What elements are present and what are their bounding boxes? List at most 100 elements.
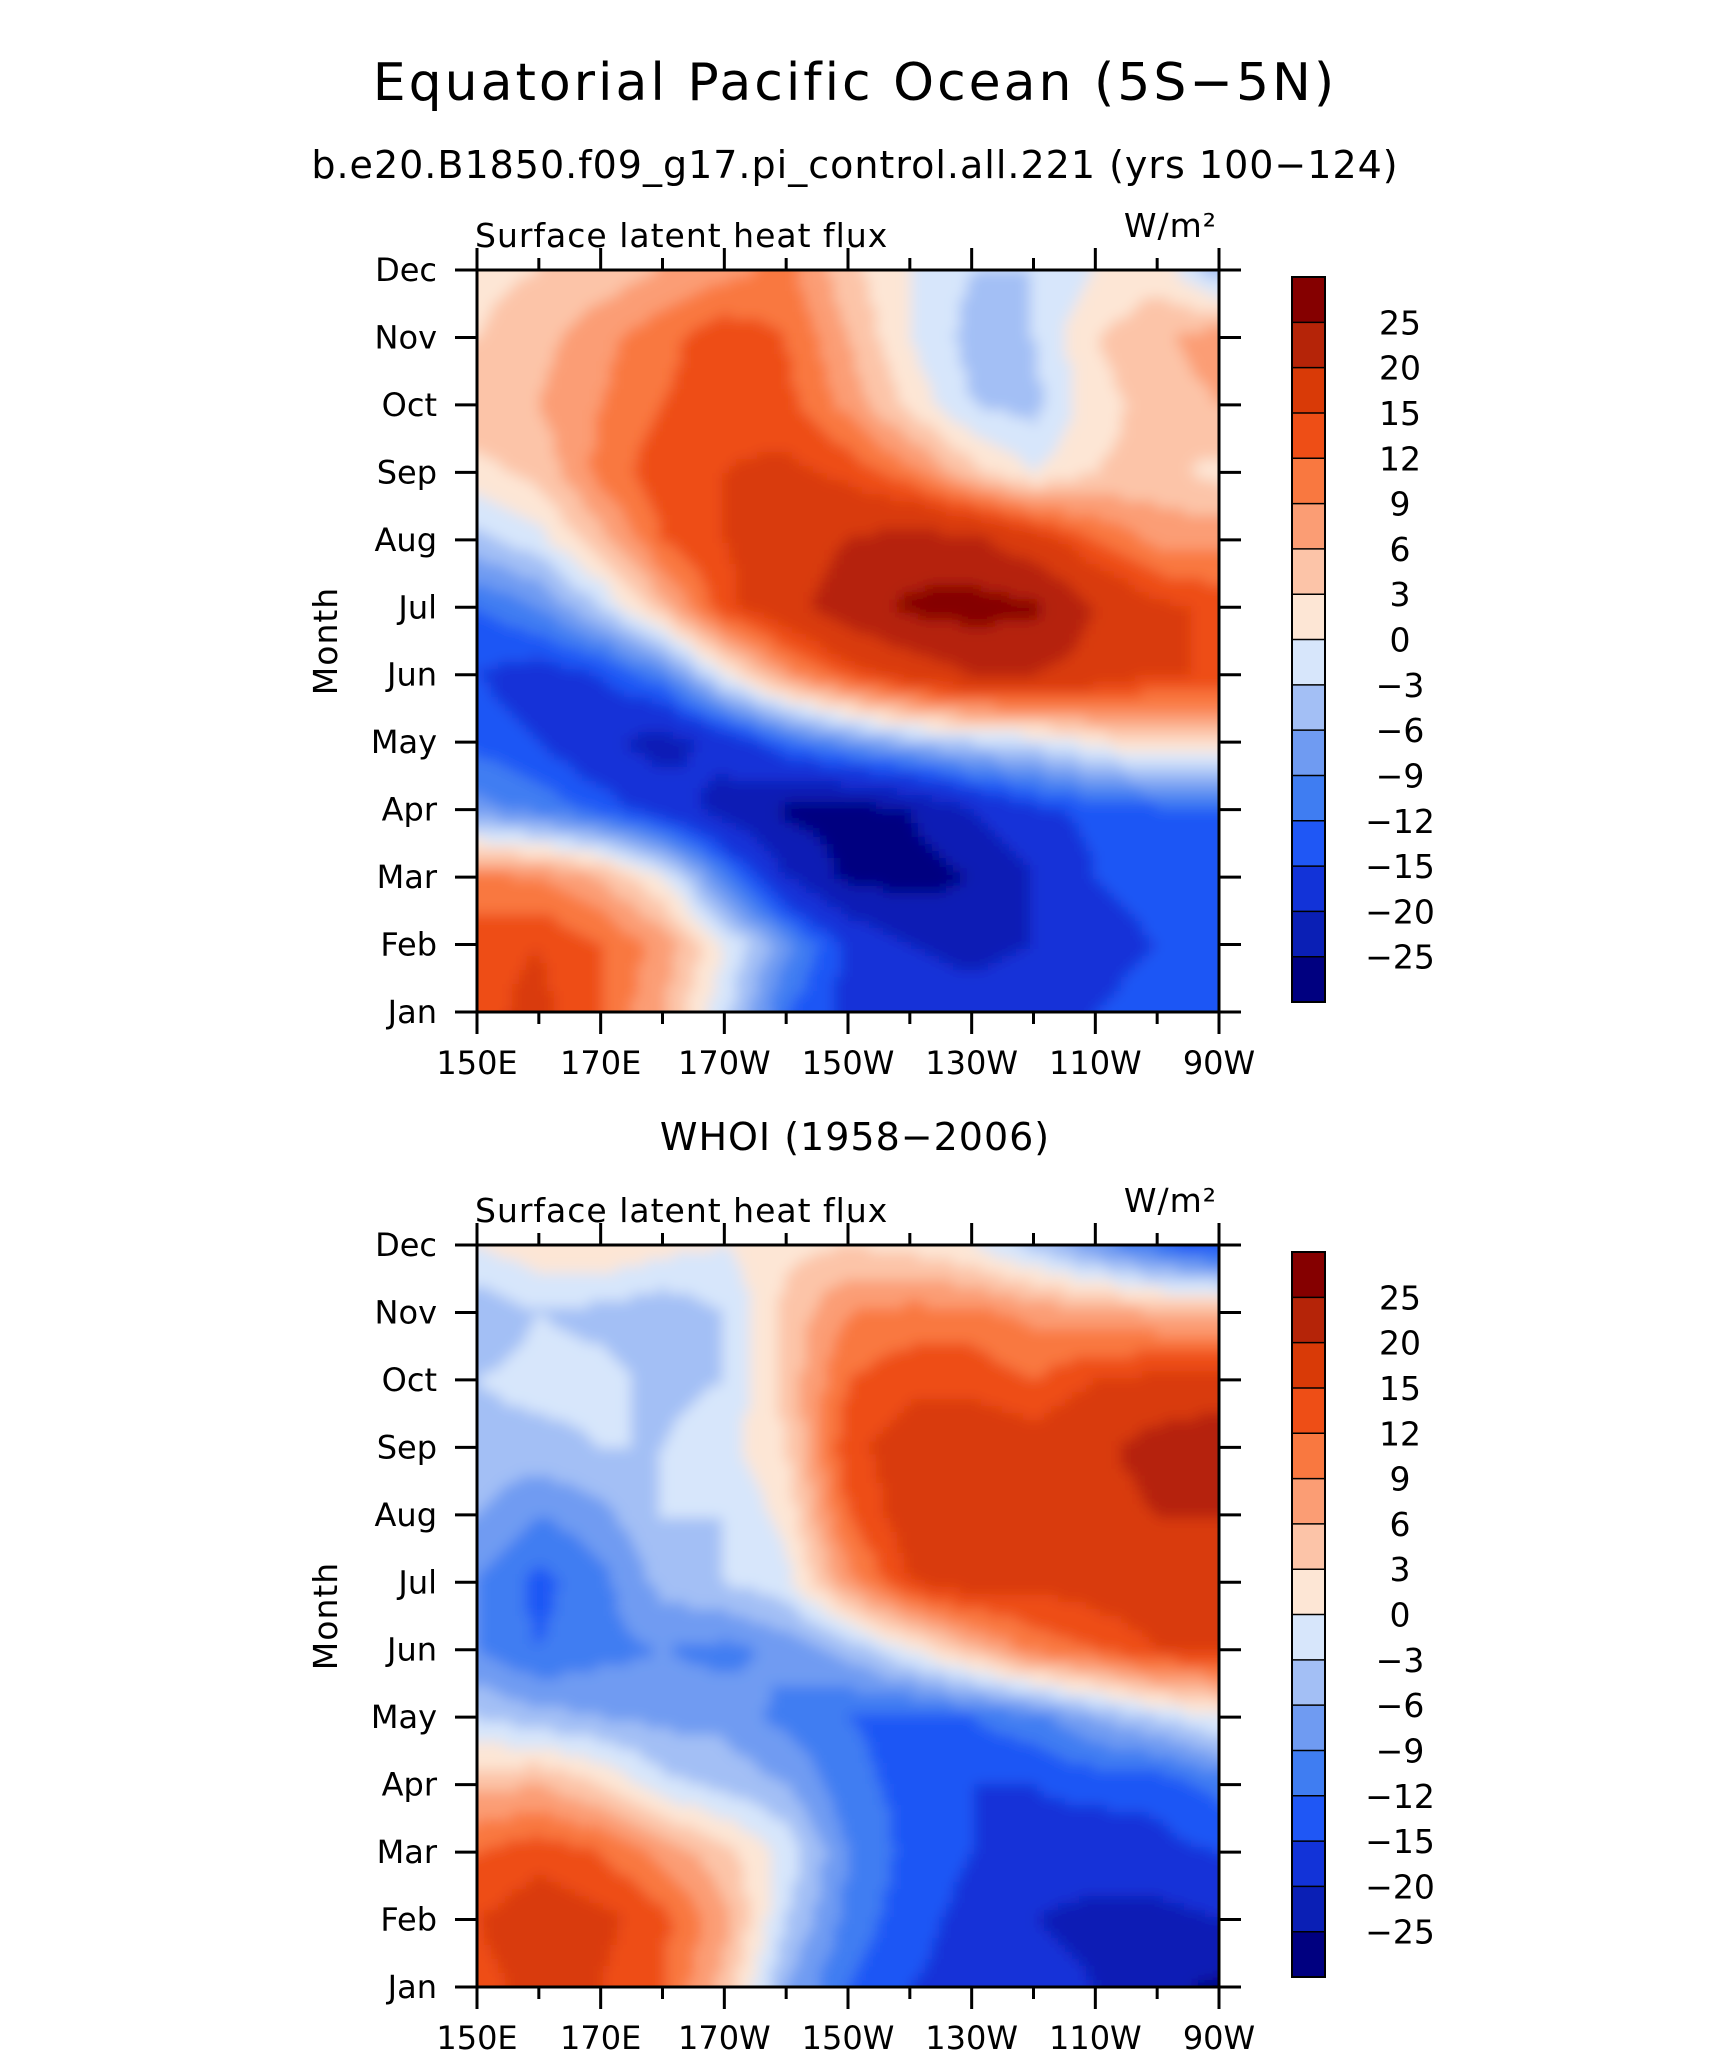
field-cell bbox=[603, 536, 611, 544]
field-cell bbox=[743, 445, 751, 453]
field-cell bbox=[981, 410, 989, 418]
field-cell bbox=[568, 480, 576, 488]
field-cell bbox=[659, 291, 667, 299]
field-cell bbox=[1079, 375, 1087, 383]
field-cell bbox=[512, 438, 520, 446]
field-cell bbox=[1184, 452, 1192, 460]
field-cell bbox=[666, 396, 674, 404]
field-cell bbox=[701, 319, 709, 327]
field-cell bbox=[1170, 347, 1178, 355]
field-cell bbox=[526, 389, 534, 397]
field-cell bbox=[918, 459, 926, 467]
field-cell bbox=[834, 487, 842, 495]
field-cell bbox=[610, 445, 618, 453]
field-cell bbox=[827, 515, 835, 523]
field-cell bbox=[701, 508, 709, 516]
field-cell bbox=[820, 312, 828, 320]
field-cell bbox=[946, 424, 954, 432]
field-cell bbox=[1149, 431, 1157, 439]
field-cell bbox=[778, 270, 786, 278]
field-cell bbox=[505, 410, 513, 418]
field-cell bbox=[1072, 396, 1080, 404]
field-cell bbox=[575, 480, 583, 488]
field-cell bbox=[876, 494, 884, 502]
field-cell bbox=[1079, 501, 1087, 509]
field-cell bbox=[841, 347, 849, 355]
field-cell bbox=[498, 347, 506, 355]
field-cell bbox=[743, 438, 751, 446]
field-cell bbox=[659, 361, 667, 369]
field-cell bbox=[540, 326, 548, 334]
field-cell bbox=[1128, 445, 1136, 453]
field-cell bbox=[519, 410, 527, 418]
field-cell bbox=[694, 424, 702, 432]
field-cell bbox=[1072, 438, 1080, 446]
field-cell bbox=[855, 270, 863, 278]
field-cell bbox=[1114, 326, 1122, 334]
field-cell bbox=[519, 326, 527, 334]
field-cell bbox=[925, 459, 933, 467]
field-cell bbox=[918, 368, 926, 376]
field-cell bbox=[953, 270, 961, 278]
field-cell bbox=[673, 536, 681, 544]
field-cell bbox=[1142, 529, 1150, 537]
field-cell bbox=[547, 277, 555, 285]
field-cell bbox=[967, 277, 975, 285]
field-cell bbox=[701, 459, 709, 467]
field-cell bbox=[757, 382, 765, 390]
field-cell bbox=[673, 340, 681, 348]
field-cell bbox=[946, 312, 954, 320]
field-cell bbox=[813, 396, 821, 404]
field-cell bbox=[848, 319, 856, 327]
field-cell bbox=[1058, 466, 1066, 474]
field-cell bbox=[1184, 333, 1192, 341]
field-cell bbox=[743, 361, 751, 369]
field-cell bbox=[1121, 340, 1129, 348]
field-cell bbox=[1205, 333, 1213, 341]
field-cell bbox=[869, 382, 877, 390]
field-cell bbox=[925, 410, 933, 418]
field-cell bbox=[463, 417, 471, 425]
field-cell bbox=[568, 557, 576, 565]
field-cell bbox=[1156, 473, 1164, 481]
field-cell bbox=[764, 452, 772, 460]
field-cell bbox=[1205, 459, 1213, 467]
field-cell bbox=[792, 361, 800, 369]
field-cell bbox=[1198, 508, 1206, 516]
field-cell bbox=[1149, 277, 1157, 285]
field-cell bbox=[715, 305, 723, 313]
field-cell bbox=[855, 501, 863, 509]
field-cell bbox=[1121, 438, 1129, 446]
field-cell bbox=[946, 417, 954, 425]
field-cell bbox=[484, 536, 492, 544]
field-cell bbox=[953, 431, 961, 439]
field-cell bbox=[862, 473, 870, 481]
field-cell bbox=[771, 466, 779, 474]
field-cell bbox=[792, 340, 800, 348]
field-cell bbox=[687, 487, 695, 495]
field-cell bbox=[673, 347, 681, 355]
field-cell bbox=[960, 522, 968, 530]
field-cell bbox=[995, 522, 1003, 530]
field-cell bbox=[1156, 305, 1164, 313]
field-cell bbox=[568, 473, 576, 481]
field-cell bbox=[631, 375, 639, 383]
field-cell bbox=[939, 466, 947, 474]
field-cell bbox=[624, 284, 632, 292]
field-cell bbox=[932, 410, 940, 418]
field-cell bbox=[631, 298, 639, 306]
field-cell bbox=[519, 536, 527, 544]
field-cell bbox=[1205, 564, 1213, 572]
field-cell bbox=[813, 319, 821, 327]
field-cell bbox=[547, 354, 555, 362]
field-cell bbox=[575, 326, 583, 334]
field-cell bbox=[666, 347, 674, 355]
field-cell bbox=[1058, 431, 1066, 439]
field-cell bbox=[1121, 431, 1129, 439]
field-cell bbox=[638, 529, 646, 537]
field-cell bbox=[764, 277, 772, 285]
field-cell bbox=[526, 256, 534, 264]
field-cell bbox=[561, 466, 569, 474]
field-cell bbox=[722, 431, 730, 439]
field-cell bbox=[764, 382, 772, 390]
